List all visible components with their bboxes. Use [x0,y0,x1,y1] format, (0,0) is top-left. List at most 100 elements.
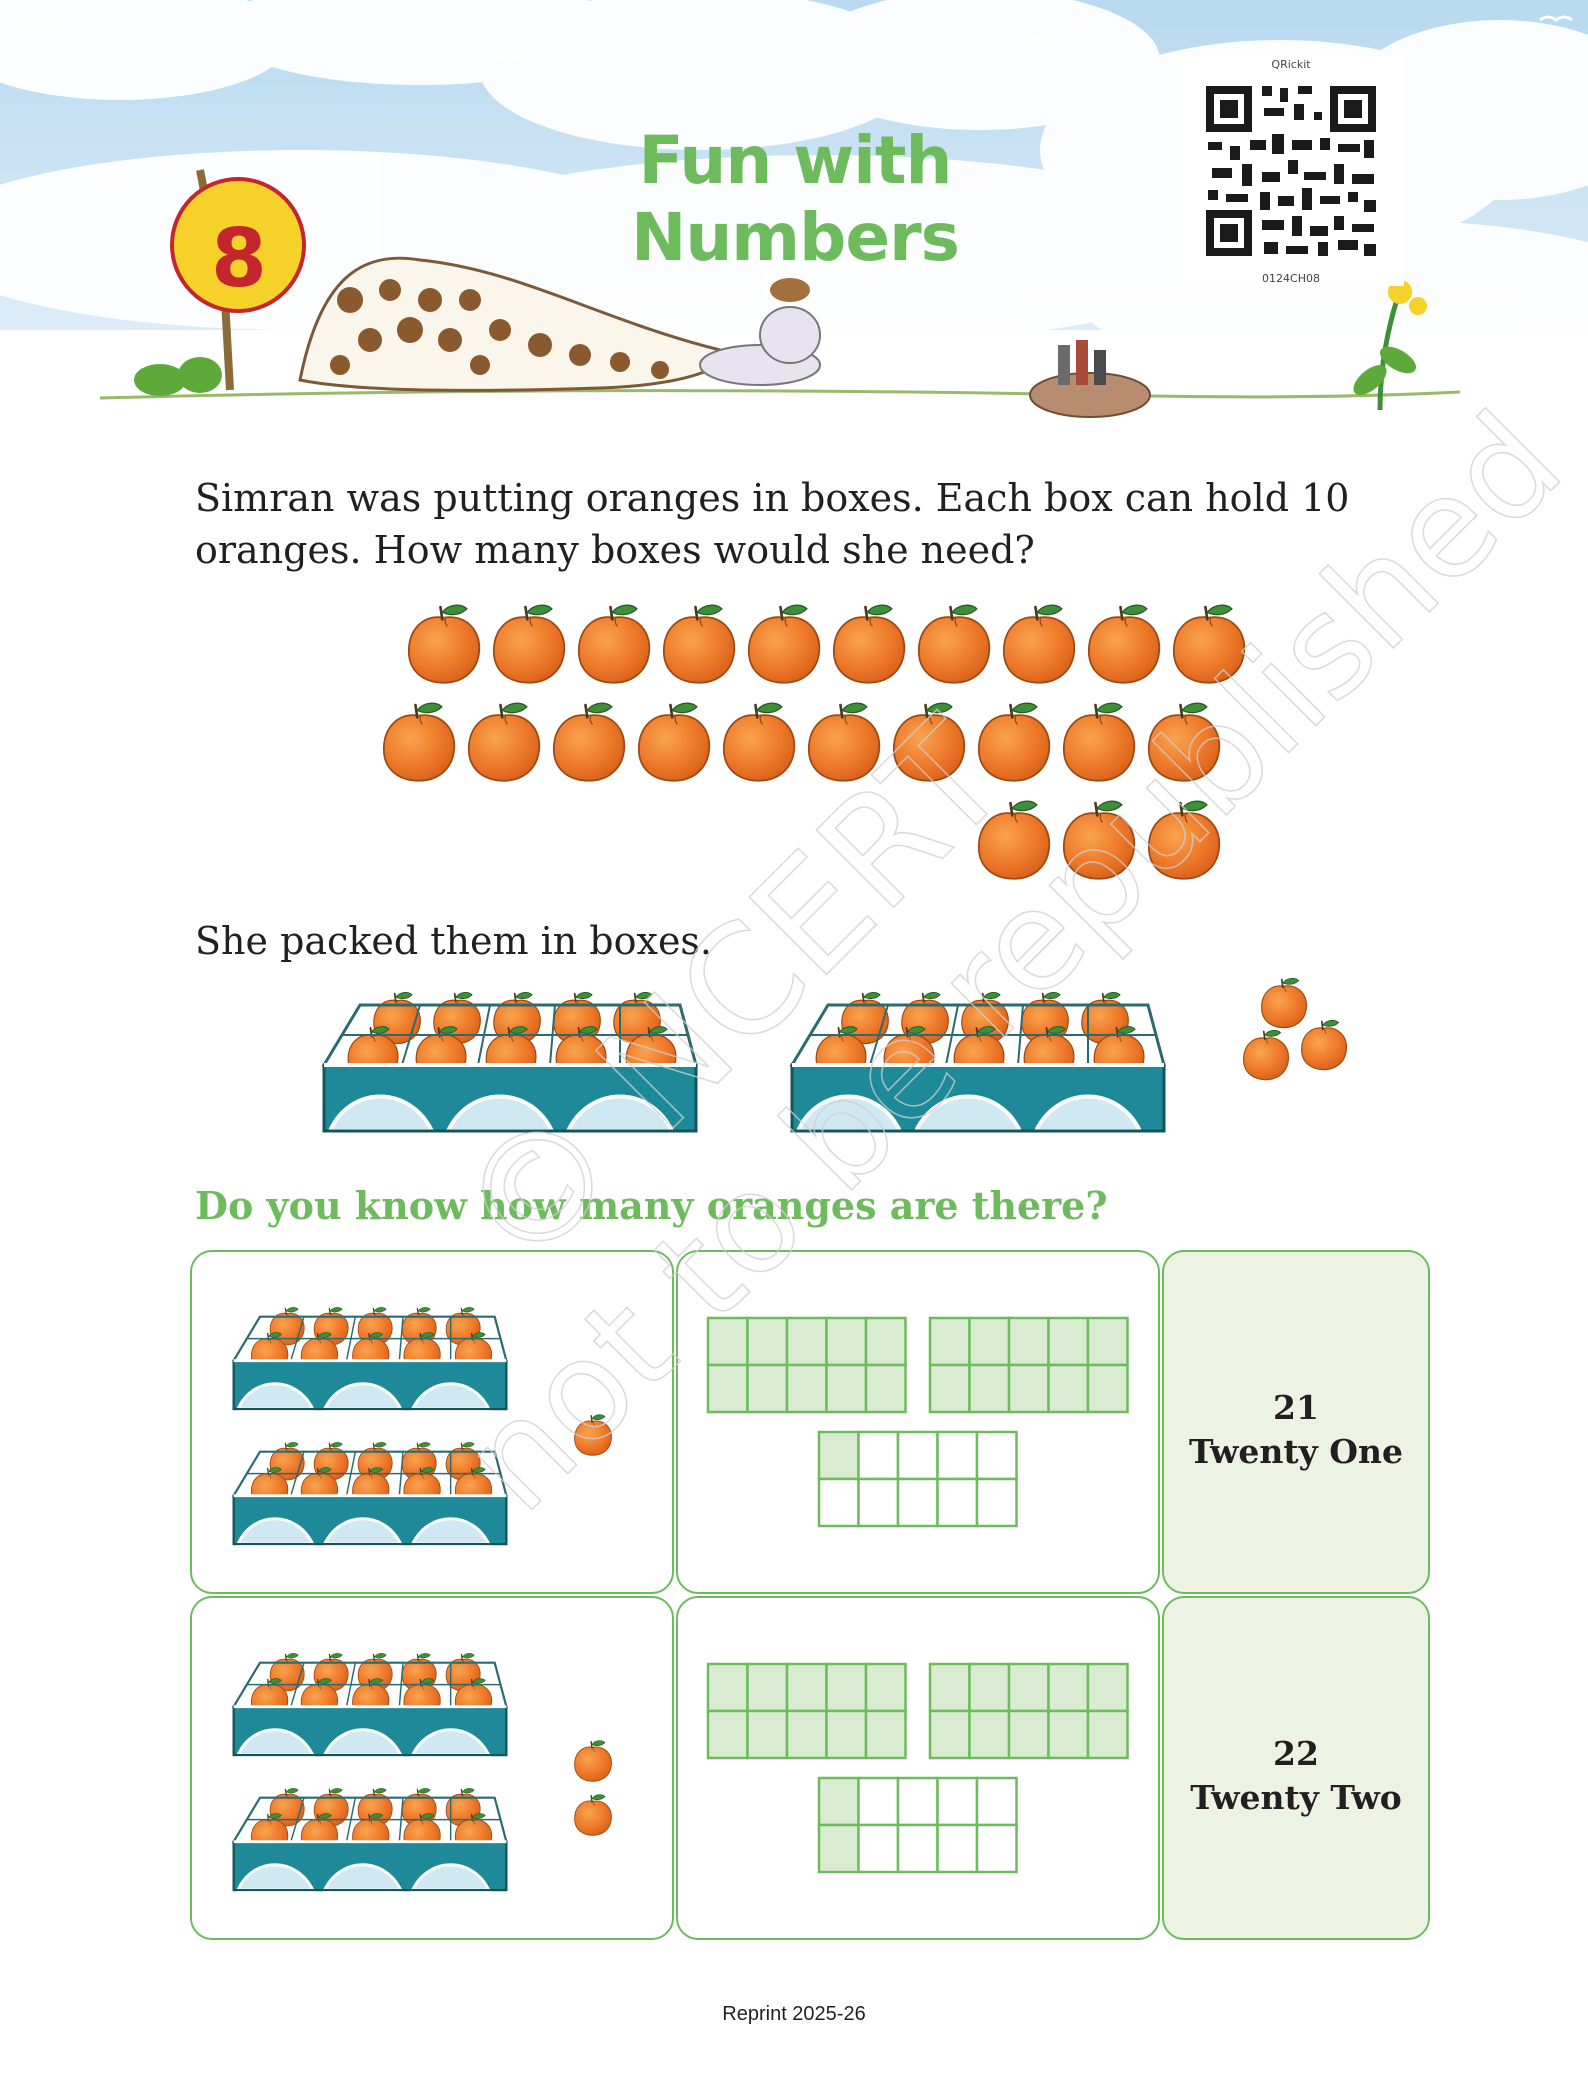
orange-icon [1147,799,1221,881]
row1-number: 21 [1273,1388,1319,1427]
section-subheading: Do you know how many oranges are there? [195,1183,1108,1228]
question-line-1: Simran was putting oranges in boxes. Eac… [195,476,1350,520]
row1-boxes-illustration [192,1252,613,1596]
tens-frame-cell [785,1709,828,1760]
orange-icon [1172,603,1246,685]
reprint-footer: Reprint 2025-26 [722,2003,866,2025]
orange-icon [577,603,651,685]
question-text: Simran was putting oranges in boxes. Eac… [195,472,1445,576]
tens-frame-cell [975,1823,1018,1874]
tens-frame-cell [1007,1709,1050,1760]
chapter-title: Fun with Numbers [631,122,960,276]
tens-frame-cell [785,1363,828,1414]
orange-icon [467,701,541,783]
orange-icon [552,701,626,783]
tens-frame-cell [928,1709,971,1760]
orange-box [234,1307,507,1409]
tens-frame-cell [928,1316,971,1367]
tens-frame-cell [817,1776,860,1827]
tens-frame-cell [936,1477,979,1528]
orange-icon [492,603,566,685]
orange-icon [1087,603,1161,685]
orange-icon [1242,1029,1290,1081]
tens-frame-cell [936,1823,979,1874]
tens-frame-cell [1086,1316,1129,1367]
tens-frame-cell [896,1477,939,1528]
tens-frame-cell [1047,1363,1090,1414]
orange-icon [722,701,796,783]
tens-frame-cell [825,1662,868,1713]
tens-frame-cell [1007,1363,1050,1414]
tens-frame-cell [825,1316,868,1367]
tens-frame-cell [864,1363,907,1414]
tens-frame-cell [864,1709,907,1760]
tens-frame-cell [864,1316,907,1367]
orange-box [234,1442,507,1544]
tens-frame-cell [825,1709,868,1760]
tens-frame-cell [896,1823,939,1874]
tens-frame-cell [975,1477,1018,1528]
orange-icon [382,701,456,783]
tens-frame-cell [817,1477,860,1528]
tens-frame-partial [817,1776,1018,1874]
tens-frame-cell [928,1662,971,1713]
orange-icon [1062,799,1136,881]
row1-tens-frame-cell [676,1250,1160,1594]
tens-frame-cell [968,1316,1011,1367]
orange-box [324,992,696,1131]
tens-frame-full [706,1316,907,1414]
tens-frame-cell [1086,1662,1129,1713]
tens-frame-cell [817,1823,860,1874]
tens-frame-cell [1007,1316,1050,1367]
packed-boxes-illustration [320,977,1348,1150]
orange-box [234,1788,507,1890]
question-line-2: oranges. How many boxes would she need? [195,528,1035,572]
tens-frame-cell [896,1776,939,1827]
orange-icon [977,799,1051,881]
row2-tens-frame-cell [676,1596,1160,1940]
qr-brand-label: QRickit [1271,58,1311,71]
tens-frame-cell [746,1316,789,1367]
tens-frame-cell [896,1430,939,1481]
orange-icon [573,1794,613,1836]
tens-frame-full [928,1316,1129,1414]
tens-frame-cell [706,1709,749,1760]
orange-icon [892,701,966,783]
qr-code-id: 0124CH08 [1262,272,1320,285]
orange-icon [807,701,881,783]
row2-number: 22 [1273,1734,1319,1773]
row1-number-words: Twenty One [1189,1432,1403,1471]
tens-frame-cell [785,1316,828,1367]
tens-frame-cell [857,1776,900,1827]
tens-frame-cell [817,1430,860,1481]
tens-frame-cell [746,1363,789,1414]
row2-boxes-cell [190,1596,674,1940]
tens-frame-cell [968,1662,1011,1713]
tens-frame-cell [975,1430,1018,1481]
orange-icon [1260,977,1308,1029]
tens-frame-cell [706,1363,749,1414]
tens-frame-cell [936,1776,979,1827]
loose-oranges-illustration [382,603,1246,881]
orange-icon [662,603,736,685]
tens-frame-cell [746,1662,789,1713]
tens-frame-cell [928,1363,971,1414]
orange-icon [407,603,481,685]
tens-frame-cell [968,1709,1011,1760]
packed-text: She packed them in boxes. [195,919,713,963]
orange-icon [1147,701,1221,783]
orange-box [234,1653,507,1755]
row2-number-words: Twenty Two [1190,1778,1402,1817]
orange-icon [977,701,1051,783]
row2-boxes-illustration [192,1598,613,1942]
row2-number-cell: 22 Twenty Two [1162,1596,1430,1940]
tens-frame-cell [785,1662,828,1713]
tens-frame-cell [864,1662,907,1713]
tens-frame-cell [1086,1363,1129,1414]
tens-frame-cell [1047,1662,1090,1713]
tens-frame-cell [936,1430,979,1481]
orange-icon [573,1740,613,1782]
qr-code-panel[interactable] [1178,56,1404,286]
row1-boxes-cell [190,1250,674,1594]
row1-number-cell: 21 Twenty One [1162,1250,1430,1594]
